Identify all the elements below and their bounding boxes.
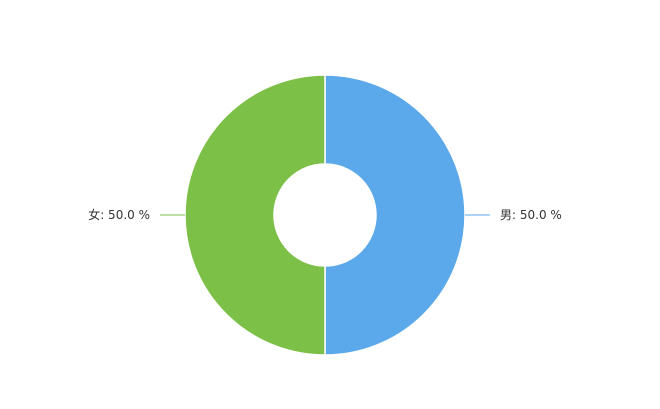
slice-female[interactable]	[184, 74, 326, 356]
labels-layer: 男: 50.0 % 女: 50.0 %	[88, 207, 562, 222]
slice-male[interactable]	[324, 74, 466, 356]
slice-label-male: 男: 50.0 %	[500, 208, 562, 222]
slice-label-female: 女: 50.0 %	[88, 207, 150, 222]
slices-layer	[184, 74, 466, 356]
